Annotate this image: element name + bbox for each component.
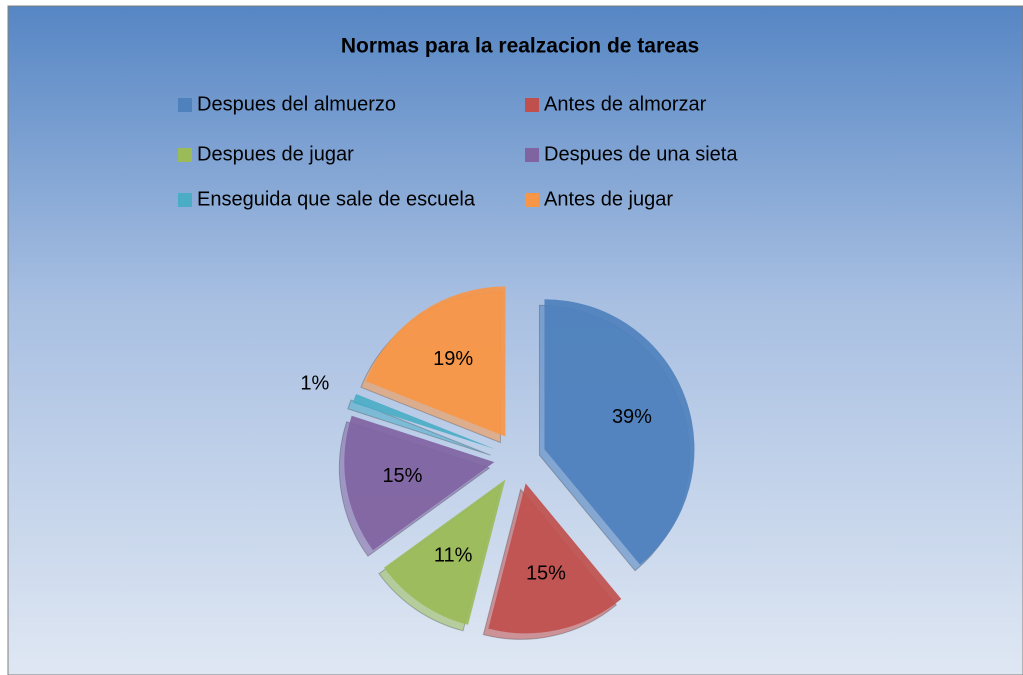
data-label: 11% xyxy=(434,545,473,567)
legend-swatch xyxy=(178,193,192,207)
slice xyxy=(365,286,506,437)
legend-label: Despues del almuerzo xyxy=(197,93,396,115)
slice-side xyxy=(347,399,491,456)
legend-label: Despues de una sieta xyxy=(544,143,738,165)
legend-swatch xyxy=(178,98,192,112)
legend-swatch xyxy=(525,148,539,162)
data-label: 39% xyxy=(612,406,652,428)
legend-label: Enseguida que sale de escuela xyxy=(197,188,476,210)
legend-label: Antes de jugar xyxy=(544,188,673,210)
legend-label: Despues de jugar xyxy=(197,143,354,165)
slice xyxy=(344,415,495,551)
data-label: 15% xyxy=(382,465,422,487)
legend-swatch xyxy=(178,148,192,162)
legend-label: Antes de almorzar xyxy=(544,93,707,115)
chart-title: Normas para la realzacion de tareas xyxy=(341,35,699,58)
slice xyxy=(544,299,695,565)
data-label: 15% xyxy=(526,562,566,584)
data-label: 19% xyxy=(433,348,473,370)
data-label: 1% xyxy=(300,372,329,394)
legend-swatch xyxy=(525,98,539,112)
legend-swatch xyxy=(525,193,539,207)
slice xyxy=(488,483,622,634)
slice xyxy=(384,479,506,625)
slice xyxy=(352,393,496,450)
